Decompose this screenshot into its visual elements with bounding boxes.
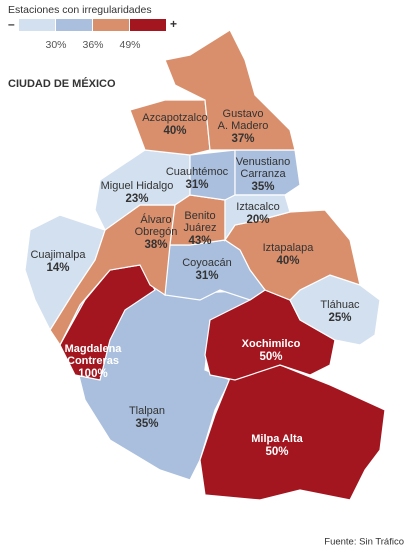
district-value: 35% [135,418,158,430]
district-value: 38% [144,239,167,251]
district-name: Milpa Alta [251,433,303,445]
district-value: 40% [276,255,299,267]
district [24,214,106,332]
district-name: Iztapalapa [263,242,315,254]
legend-threshold: 49% [119,39,140,51]
district-value: 50% [265,446,288,458]
district-name: Álvaro [140,213,171,226]
district-value: 50% [259,351,282,363]
district-name: Obregón [135,226,178,238]
district-value: 100% [78,368,107,380]
district-name: Carranza [240,168,286,180]
district-name: Tlalpan [129,405,165,417]
district [224,194,291,242]
map-title: CIUDAD DE MÉXICO [8,77,116,90]
legend-swatch [56,19,92,31]
district-name: Cuauhtémoc [166,166,229,178]
legend-threshold: 36% [82,39,103,51]
district-value: 35% [251,181,274,193]
legend-swatch [130,19,166,31]
district [164,29,296,151]
district-name: Azcapotzalco [142,112,207,124]
legend-high: + [170,17,177,31]
district-name: Coyoacán [182,257,232,269]
district-value: 31% [195,270,218,282]
district-value: 40% [163,125,186,137]
district-value: 25% [328,312,351,324]
district-value: 20% [246,214,269,226]
legend: 30% 36% 49% [19,19,166,51]
district-name: Cuajimalpa [30,249,86,261]
districts [24,29,386,501]
district-value: 43% [188,235,211,247]
district-name: Iztacalco [236,201,279,213]
district-value: 14% [46,262,69,274]
source: Fuente: Sin Tráfico [324,537,404,548]
district-value: 31% [185,179,208,191]
district-name: Magdalena [65,343,123,355]
legend-swatch [93,19,129,31]
district-name: Tláhuac [320,299,360,311]
district-name: Juárez [183,222,216,234]
district-name: Gustavo [223,108,264,120]
district-name: Venustiano [236,156,290,168]
legend-low: – [8,17,15,31]
district-value: 37% [231,133,254,145]
district-value: 23% [125,193,148,205]
district-name: Benito [184,210,215,222]
district-name: Miguel Hidalgo [101,180,174,192]
district-name: Contreras [67,355,119,367]
legend-swatch [19,19,55,31]
district [199,364,386,501]
legend-title: Estaciones con irregularidades [8,4,152,16]
district-name: Xochimilco [242,338,301,350]
legend-threshold: 30% [45,39,66,51]
district-name: A. Madero [218,120,269,132]
